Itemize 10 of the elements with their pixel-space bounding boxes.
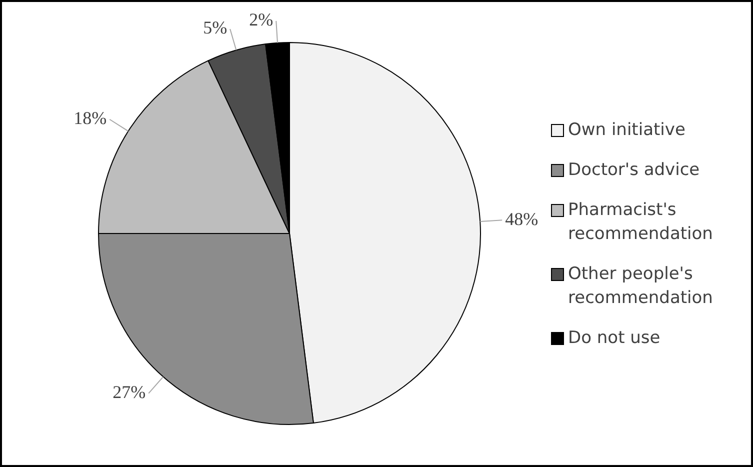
data-label: 2%: [249, 10, 274, 30]
legend-label: Do not use: [568, 326, 660, 350]
legend-label: Doctor's advice: [568, 158, 700, 182]
data-label: 5%: [203, 18, 228, 38]
legend-label: Own initiative: [568, 118, 686, 142]
data-label: 27%: [112, 382, 146, 402]
data-label: 18%: [74, 108, 107, 128]
legend-label: Other people's recommendation: [568, 262, 714, 310]
data-label: 48%: [505, 208, 538, 229]
legend-label: Pharmacist's recommendation: [568, 198, 714, 246]
